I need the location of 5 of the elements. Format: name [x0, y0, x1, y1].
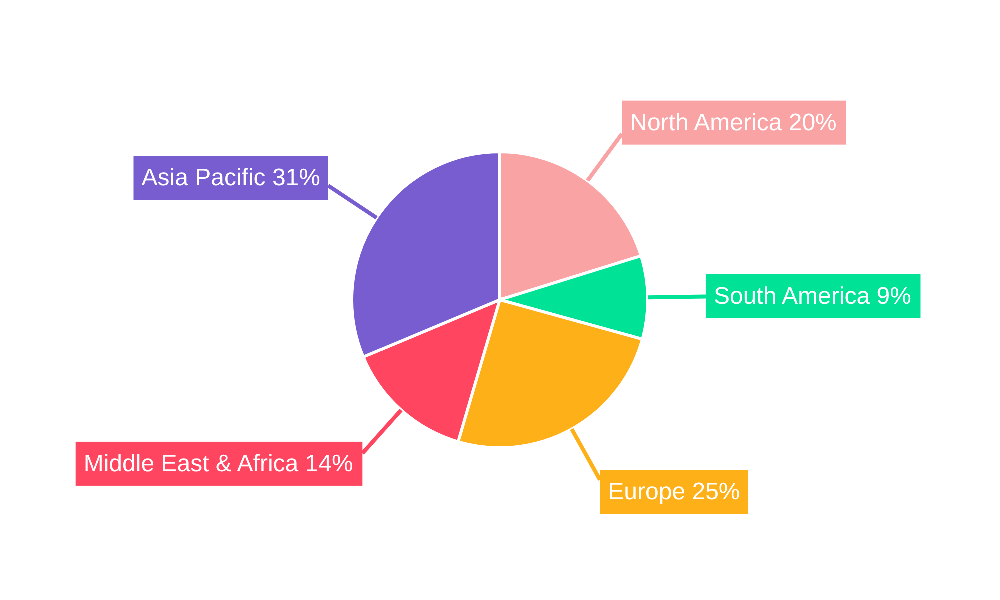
slice-label: Asia Pacific 31%	[142, 164, 320, 192]
slice-label: North America 20%	[630, 109, 837, 136]
slice-label: Middle East & Africa 14%	[84, 450, 354, 478]
slice-label: South America 9%	[714, 283, 912, 310]
slice-label: Europe 25%	[608, 478, 740, 506]
